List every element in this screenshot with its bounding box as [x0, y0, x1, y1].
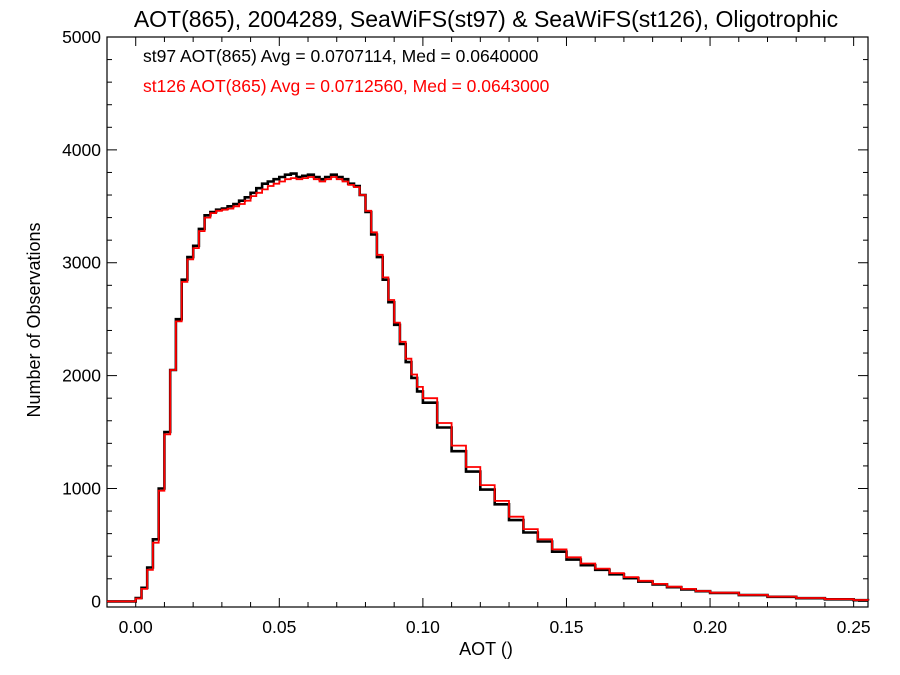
- series-line-st97: [107, 172, 870, 603]
- y-tick-label: 3000: [62, 253, 101, 273]
- y-axis: 0 1000 2000 3000 4000 5000: [62, 27, 868, 611]
- annotation-st97: st97 AOT(865) Avg = 0.0707114, Med = 0.0…: [143, 46, 539, 66]
- y-tick-label: 2000: [62, 366, 101, 386]
- x-tick-label: 0.20: [693, 617, 727, 637]
- x-tick-label: 0.25: [837, 617, 871, 637]
- y-tick-label: 4000: [62, 140, 101, 160]
- plot-frame: [106, 36, 869, 608]
- x-tick-label: 0.10: [406, 617, 440, 637]
- x-axis-label: AOT (): [459, 639, 513, 659]
- plot-border: [106, 36, 869, 608]
- series-layer: [107, 172, 870, 603]
- series-line-st126: [107, 176, 869, 603]
- y-tick-label: 0: [91, 591, 101, 611]
- x-tick-label: 0.00: [119, 617, 153, 637]
- x-tick-label: 0.05: [262, 617, 296, 637]
- y-tick-label: 1000: [62, 478, 101, 498]
- annotation-st126: st126 AOT(865) Avg = 0.0712560, Med = 0.…: [143, 76, 550, 96]
- x-tick-label: 0.15: [549, 617, 583, 637]
- chart-title: AOT(865), 2004289, SeaWiFS(st97) & SeaWi…: [134, 6, 838, 32]
- y-tick-label: 5000: [62, 27, 101, 47]
- y-axis-label: Number of Observations: [24, 222, 44, 417]
- x-axis: 0.00 0.05 0.10 0.15 0.20 0.25: [119, 37, 871, 637]
